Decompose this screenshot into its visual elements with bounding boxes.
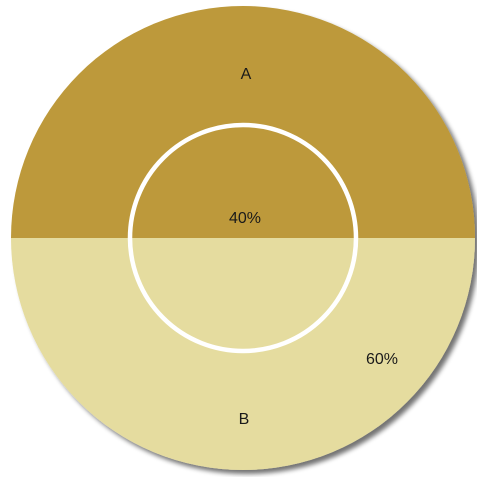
- inner-ring: [127, 122, 359, 354]
- value-label-a: 40%: [229, 210, 261, 227]
- value-label-b: 60%: [366, 351, 398, 368]
- category-label-a: A: [241, 66, 252, 83]
- pie-slice-a: [11, 6, 475, 238]
- pie-disc: [11, 6, 475, 470]
- category-label-b: B: [239, 411, 250, 428]
- pie-slice-b: [11, 238, 475, 470]
